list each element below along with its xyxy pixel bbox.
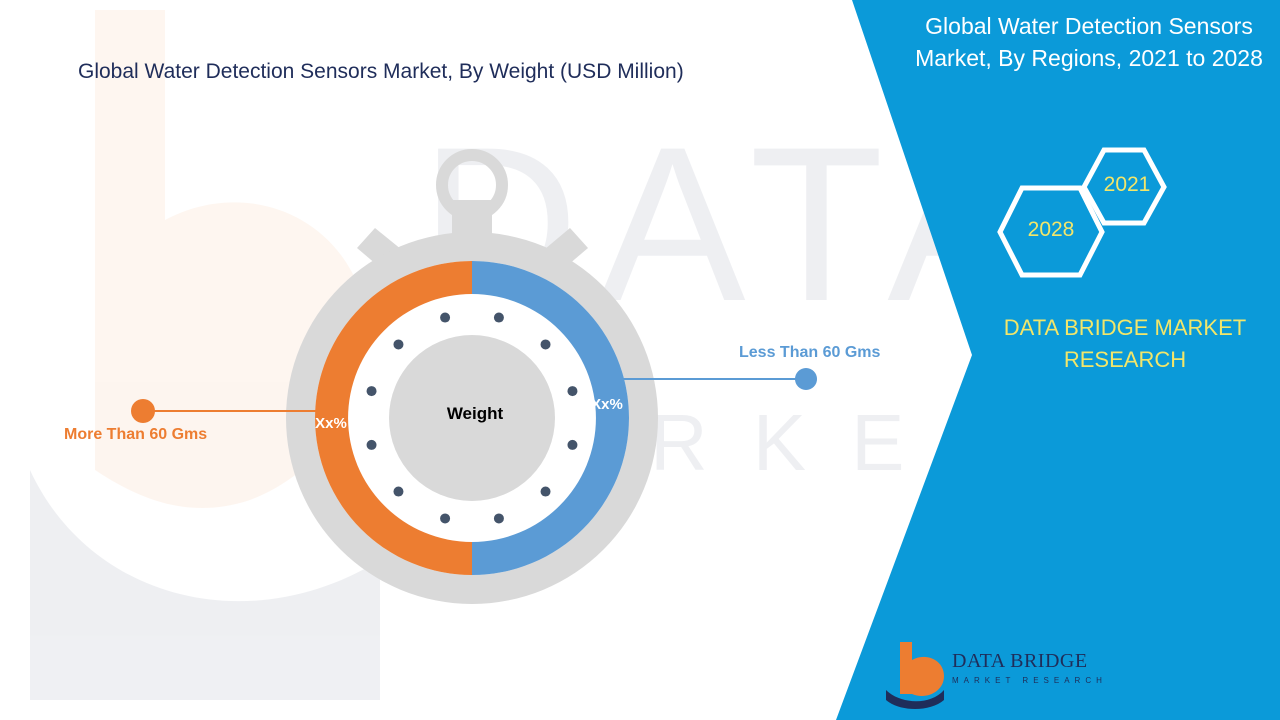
dial-dot xyxy=(440,312,451,323)
dial-dot xyxy=(493,312,504,323)
hexagon-2021 xyxy=(1081,147,1167,226)
logo-tagline: MARKET RESEARCH xyxy=(952,676,1107,685)
dial-dot xyxy=(440,513,451,524)
dial-dot xyxy=(366,439,377,450)
dial-dot xyxy=(493,513,504,524)
dial-dot xyxy=(567,439,578,450)
donut-slice-more-than-60-gms xyxy=(315,261,472,575)
dial-ticks xyxy=(366,312,578,524)
year-2028-label: 2028 xyxy=(1027,218,1075,241)
dial-dot xyxy=(540,339,551,350)
donut-chart xyxy=(315,261,629,575)
dial-dot xyxy=(366,386,377,397)
side-panel-title: Global Water Detection Sensors Market, B… xyxy=(915,13,1263,71)
hexagon-2028 xyxy=(997,185,1105,278)
side-panel xyxy=(836,0,1280,720)
chart-title: Global Water Detection Sensors Market, B… xyxy=(78,60,684,83)
marker-less xyxy=(795,368,817,390)
logo-name: DATA BRIDGE xyxy=(952,650,1088,672)
center-label: Weight xyxy=(447,404,504,423)
legend-less-than-60: Less Than 60 Gms xyxy=(739,344,881,361)
legend-more-than-60: More Than 60 Gms xyxy=(64,426,208,443)
slice-value-label-more: Xx% xyxy=(315,415,347,432)
donut-slice-less-than-60-gms xyxy=(472,261,629,575)
dial-dot xyxy=(393,486,404,497)
brand-name: DATA BRIDGE MARKET RESEARCH xyxy=(1003,315,1247,372)
dial-dot xyxy=(393,339,404,350)
slice-value-label-less: Xx% xyxy=(591,396,623,413)
logo-mark xyxy=(886,642,944,709)
year-2021-label: 2021 xyxy=(1103,173,1151,196)
inner-face xyxy=(389,335,555,501)
dial-dot xyxy=(540,486,551,497)
marker-more xyxy=(131,399,155,423)
dial-dot xyxy=(567,386,578,397)
